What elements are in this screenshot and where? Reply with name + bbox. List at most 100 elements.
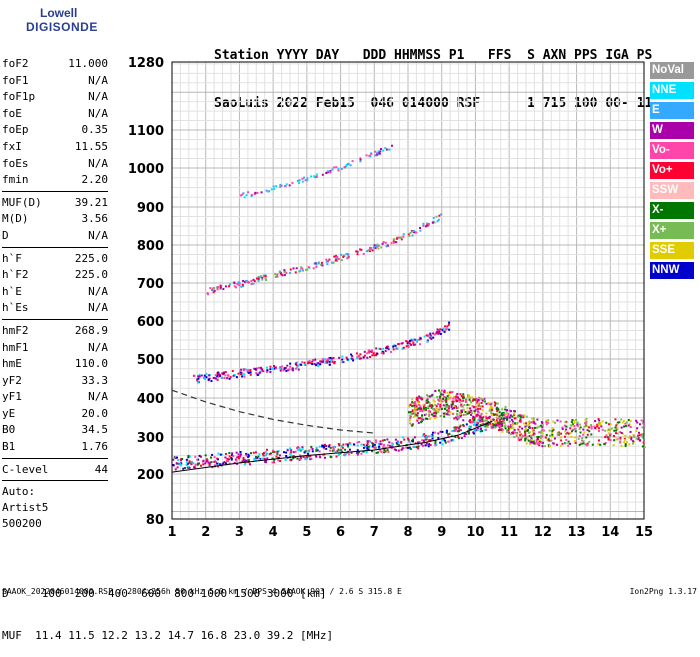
trace-point [291, 367, 294, 370]
trace-point [218, 373, 221, 376]
trace-point [498, 429, 501, 432]
trace-point [303, 176, 306, 179]
trace-point [628, 435, 631, 438]
trace-point [494, 413, 497, 416]
trace-point [498, 423, 501, 426]
trace-point [376, 243, 379, 246]
trace-point [413, 415, 416, 418]
trace-point [187, 456, 190, 459]
trace-point [360, 248, 363, 251]
param-row-foep: foEp 0.35 [2, 122, 108, 139]
trace-point [422, 445, 425, 448]
trace-point [578, 435, 581, 438]
trace-point [284, 270, 287, 273]
trace-point [315, 173, 318, 176]
trace-point [309, 455, 312, 458]
trace-point [373, 244, 376, 247]
trace-point [301, 446, 304, 449]
trace-point [407, 346, 410, 349]
trace-point [462, 409, 465, 412]
trace-point [296, 361, 299, 364]
trace-point [537, 435, 540, 438]
trace-point [414, 409, 417, 412]
trace-point [410, 343, 413, 346]
trace-point [481, 429, 484, 432]
param-value: 33.3 [81, 373, 109, 387]
trace-point [416, 414, 419, 417]
trace-point [485, 402, 488, 405]
trace-point [307, 266, 310, 269]
trace-point [257, 277, 260, 280]
param-label: h`Es [2, 301, 29, 315]
trace-point [533, 442, 536, 445]
trace-point [418, 343, 421, 346]
trace-point [325, 172, 328, 175]
trace-point [215, 286, 218, 289]
file-info: SAAOK_2022046014000.RSF / 280fx256h 50 k… [2, 587, 402, 596]
trace-point [371, 450, 374, 453]
trace-point [413, 402, 416, 405]
trace-point [445, 327, 448, 330]
trace-point [522, 422, 525, 425]
trace-point [461, 405, 464, 408]
trace-point [573, 440, 576, 443]
trace-point [175, 462, 178, 465]
trace-point [315, 266, 318, 269]
trace-point [607, 438, 610, 441]
trace-point [468, 398, 471, 401]
trace-point [532, 429, 535, 432]
trace-point [374, 439, 377, 442]
trace-point [504, 408, 507, 411]
trace-point [464, 413, 467, 416]
trace-point [526, 438, 529, 441]
trace-point [197, 375, 200, 378]
trace-point [194, 463, 197, 466]
trace-point [434, 431, 437, 434]
trace-point [431, 437, 434, 440]
trace-point [552, 428, 555, 431]
trace-point [543, 445, 546, 448]
trace-point [365, 154, 368, 157]
trace-point [378, 347, 381, 350]
param-row-hf2: h`F2 225.0 [2, 267, 108, 284]
trace-point [409, 411, 412, 414]
trace-point [478, 417, 481, 420]
trace-point [445, 429, 448, 432]
trace-point [437, 332, 440, 335]
trace-point [316, 362, 319, 365]
trace-point [190, 463, 193, 466]
trace-point [328, 444, 331, 447]
trace-point [312, 267, 315, 270]
trace-point [372, 352, 375, 355]
trace-point [228, 455, 231, 458]
trace-point [298, 454, 301, 457]
trace-point [460, 414, 463, 417]
trace-point [425, 334, 428, 337]
trace-point [485, 423, 488, 426]
trace-point [527, 439, 530, 442]
trace-point [429, 334, 432, 337]
trace-point [426, 224, 429, 227]
trace-point [570, 435, 573, 438]
trace-point [610, 427, 613, 430]
trace-point [420, 443, 423, 446]
trace-point [274, 273, 277, 276]
trace-point [281, 365, 284, 368]
trace-point [504, 424, 507, 427]
trace-point [272, 185, 275, 188]
trace-point [512, 432, 515, 435]
trace-point [376, 245, 379, 248]
trace-point [581, 437, 584, 440]
trace-point [260, 275, 263, 278]
trace-point [531, 427, 534, 430]
trace-point [471, 417, 474, 420]
param-value: 225.0 [74, 268, 108, 282]
trace-point [422, 222, 425, 225]
trace-point [473, 429, 476, 432]
trace-point [252, 278, 255, 281]
trace-point [436, 395, 439, 398]
trace-point [519, 418, 522, 421]
trace-point [174, 467, 177, 470]
trace-point [525, 424, 528, 427]
trace-point [243, 375, 246, 378]
